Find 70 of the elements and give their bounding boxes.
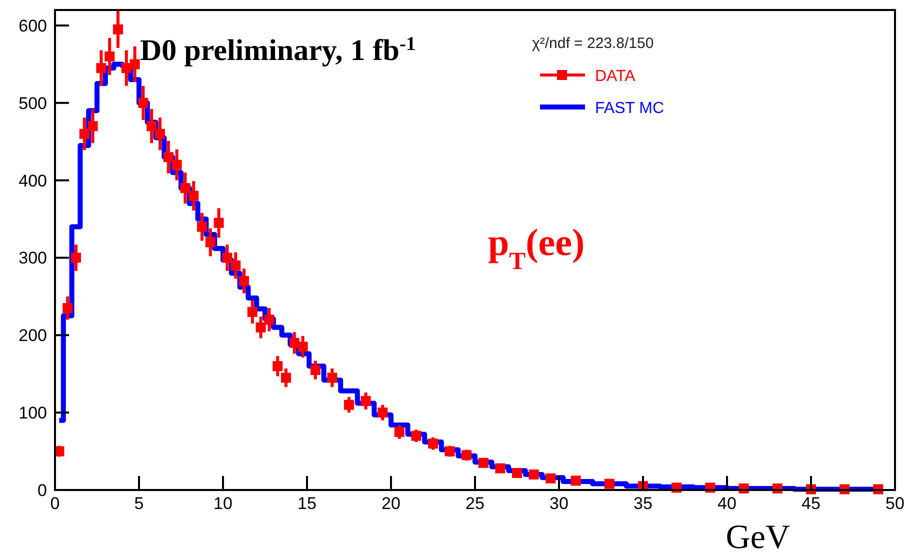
x-tick-label: 40 bbox=[718, 494, 736, 513]
point bbox=[146, 121, 157, 132]
point bbox=[378, 408, 388, 418]
point bbox=[138, 98, 148, 108]
x-tick-label: 15 bbox=[298, 494, 316, 513]
point bbox=[222, 252, 232, 263]
point bbox=[130, 59, 140, 70]
point bbox=[188, 190, 199, 201]
x-tick-label: 45 bbox=[802, 494, 820, 513]
point bbox=[444, 446, 455, 456]
point bbox=[310, 365, 320, 375]
point bbox=[247, 306, 258, 317]
point bbox=[88, 121, 98, 132]
y-tick-label: 300 bbox=[18, 248, 47, 268]
x-tick-label: 20 bbox=[382, 494, 400, 513]
point bbox=[155, 128, 165, 139]
point bbox=[281, 372, 291, 383]
point bbox=[327, 372, 338, 383]
point bbox=[462, 450, 472, 460]
annotation: χ²/ndf = 223.8/150 bbox=[532, 35, 654, 52]
x-tick-label: 50 bbox=[886, 494, 904, 513]
point bbox=[604, 478, 614, 489]
point bbox=[172, 160, 182, 170]
y-tick-label: 500 bbox=[18, 94, 47, 113]
y-tick-label: 100 bbox=[18, 404, 47, 423]
point bbox=[62, 303, 73, 314]
point bbox=[239, 276, 249, 286]
point bbox=[71, 252, 81, 263]
point bbox=[113, 24, 123, 34]
x-tick-label: 10 bbox=[214, 494, 232, 513]
y-tick-label: 200 bbox=[18, 326, 47, 346]
point bbox=[214, 218, 224, 228]
point bbox=[298, 342, 308, 352]
point bbox=[163, 152, 174, 162]
point bbox=[289, 338, 300, 348]
point bbox=[256, 322, 266, 332]
point bbox=[512, 468, 522, 478]
point bbox=[411, 430, 422, 441]
point bbox=[528, 470, 539, 480]
point bbox=[360, 396, 371, 406]
point bbox=[230, 260, 241, 270]
y-tick-label: 600 bbox=[18, 16, 47, 36]
x-tick-label: 25 bbox=[466, 494, 484, 513]
annotation: p$_{T}$(ee) bbox=[488, 222, 585, 274]
point bbox=[264, 314, 274, 325]
legend-label: DATA bbox=[595, 68, 636, 85]
x-tick-label: 5 bbox=[134, 494, 144, 513]
legend-label: FAST MC bbox=[595, 100, 664, 117]
text: D0 preliminary, 1 fb$^{-1}$ bbox=[140, 34, 416, 67]
point bbox=[180, 183, 190, 194]
point bbox=[546, 473, 556, 484]
x-tick-label: 30 bbox=[550, 494, 568, 513]
x-tick-label: 35 bbox=[634, 494, 652, 513]
point bbox=[272, 361, 283, 372]
point bbox=[570, 476, 581, 486]
y-tick-label: 0 bbox=[38, 481, 47, 500]
point bbox=[96, 63, 106, 74]
y-tick-label: 400 bbox=[18, 171, 47, 190]
point bbox=[428, 438, 438, 449]
point bbox=[121, 63, 132, 74]
point bbox=[394, 426, 404, 437]
point bbox=[104, 51, 115, 62]
x-axis-title: GeV bbox=[726, 519, 790, 554]
point bbox=[197, 222, 207, 232]
point bbox=[79, 128, 90, 139]
point bbox=[478, 458, 488, 468]
x-tick-label: 0 bbox=[50, 494, 60, 513]
point bbox=[495, 463, 506, 474]
point bbox=[344, 400, 354, 410]
point bbox=[205, 237, 216, 248]
